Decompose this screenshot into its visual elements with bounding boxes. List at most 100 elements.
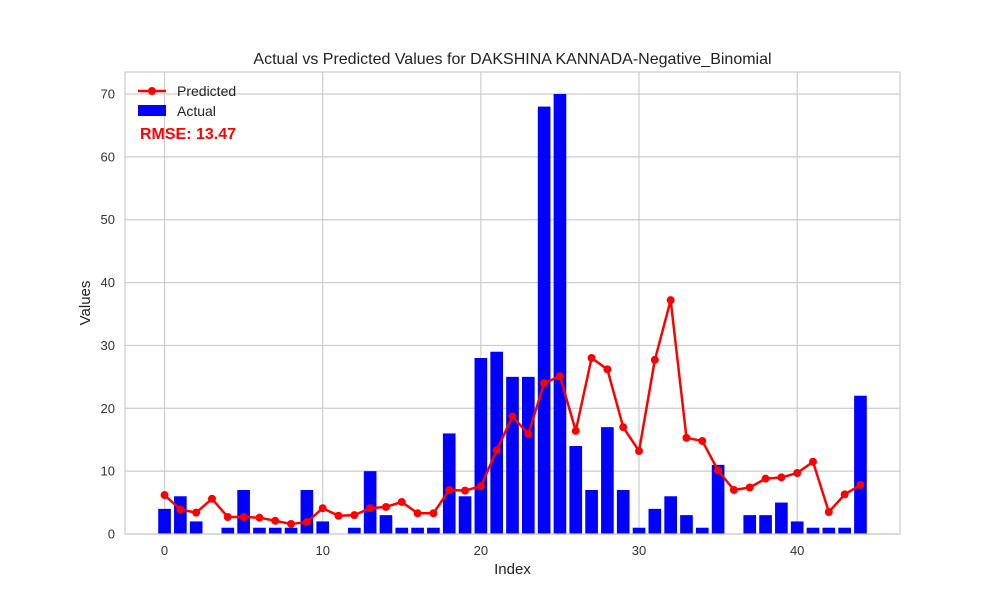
predicted-point xyxy=(824,508,833,516)
predicted-point xyxy=(524,430,533,439)
predicted-point xyxy=(745,483,754,492)
predicted-point xyxy=(729,486,738,494)
predicted-point xyxy=(698,436,707,445)
actual-bar xyxy=(363,471,377,534)
actual-bar xyxy=(695,527,709,534)
legend: Predicted Actual xyxy=(138,83,236,119)
predicted-point xyxy=(223,513,232,522)
actual-bar xyxy=(300,490,314,534)
predicted-point xyxy=(366,504,375,513)
chart-title: Actual vs Predicted Values for DAKSHINA … xyxy=(253,51,771,68)
actual-bar xyxy=(458,496,472,534)
actual-bar xyxy=(189,521,203,534)
predicted-line xyxy=(160,296,865,528)
predicted-point xyxy=(571,426,580,435)
predicted-point xyxy=(429,509,438,518)
predicted-point xyxy=(540,379,549,388)
predicted-point xyxy=(492,446,501,455)
predicted-point xyxy=(334,511,343,520)
actual-bar xyxy=(664,496,677,534)
x-tick-label: 40 xyxy=(790,543,804,558)
x-tick-label: 0 xyxy=(161,543,168,558)
predicted-point xyxy=(318,504,327,513)
actual-bar xyxy=(648,508,662,534)
actual-bar xyxy=(822,527,836,534)
predicted-point xyxy=(255,513,264,522)
x-tick-label: 10 xyxy=(315,543,329,558)
predicted-point xyxy=(603,365,612,374)
predicted-point xyxy=(302,518,311,527)
actual-bar xyxy=(585,490,598,534)
actual-bar xyxy=(601,427,614,534)
predicted-point xyxy=(793,469,802,478)
y-tick-label: 40 xyxy=(101,275,115,290)
actual-bar xyxy=(838,527,851,534)
predicted-point xyxy=(587,354,596,362)
actual-bar xyxy=(490,351,504,534)
legend-predicted-label: Predicted xyxy=(177,83,236,99)
predicted-point xyxy=(809,457,818,466)
actual-bar xyxy=(759,515,772,534)
predicted-point xyxy=(761,474,770,483)
y-axis-ticks: 0 10 20 30 40 50 60 70 xyxy=(101,87,115,542)
actual-bar xyxy=(775,502,788,534)
predicted-point xyxy=(777,473,786,482)
predicted-point xyxy=(207,494,216,503)
actual-bar xyxy=(743,515,757,534)
x-axis-label: Index xyxy=(494,561,531,578)
predicted-point xyxy=(160,491,169,500)
predicted-point xyxy=(461,486,470,495)
actual-bar xyxy=(284,527,298,534)
predicted-point xyxy=(397,497,406,506)
actual-bar xyxy=(569,446,583,534)
actual-bar xyxy=(348,527,361,534)
predicted-point xyxy=(682,433,691,442)
actual-bar xyxy=(395,527,409,534)
actual-bar xyxy=(711,464,725,534)
predicted-point xyxy=(271,516,280,525)
rmse-annotation: RMSE: 13.47 xyxy=(140,126,236,143)
y-axis-label: Values xyxy=(77,281,94,326)
predicted-point xyxy=(840,490,849,499)
predicted-point xyxy=(413,509,422,518)
y-tick-label: 0 xyxy=(108,527,115,542)
predicted-point xyxy=(619,423,628,432)
x-tick-label: 30 xyxy=(632,543,646,558)
grid-lines xyxy=(125,72,900,535)
actual-bar xyxy=(806,527,820,534)
x-axis-ticks: 0 10 20 30 40 xyxy=(161,543,805,558)
actual-bar xyxy=(553,94,567,534)
predicted-point xyxy=(445,486,454,494)
actual-bar xyxy=(411,527,424,534)
predicted-point xyxy=(714,466,723,475)
actual-bar xyxy=(174,496,187,534)
legend-actual-label: Actual xyxy=(177,103,216,119)
actual-bar xyxy=(790,521,804,534)
actual-bar xyxy=(316,521,330,534)
actual-bar xyxy=(221,527,235,534)
actual-bar xyxy=(632,527,646,534)
predicted-point xyxy=(650,355,659,364)
actual-bar xyxy=(616,490,630,534)
predicted-point xyxy=(381,502,390,511)
actual-bar xyxy=(537,106,551,535)
y-tick-label: 20 xyxy=(101,401,115,416)
predicted-point xyxy=(287,519,296,528)
plot-frame xyxy=(124,71,901,535)
y-tick-label: 70 xyxy=(101,87,115,102)
actual-bars xyxy=(158,94,867,535)
predicted-point xyxy=(350,511,359,520)
legend-actual-swatch-icon xyxy=(138,105,166,116)
actual-bar xyxy=(442,433,456,534)
actual-bar xyxy=(854,395,867,534)
y-tick-label: 10 xyxy=(101,464,115,479)
predicted-point xyxy=(856,480,865,489)
predicted-point xyxy=(508,412,517,421)
legend-predicted-marker-icon xyxy=(148,87,156,95)
predicted-point xyxy=(176,505,185,514)
actual-bar xyxy=(506,376,519,534)
actual-bar xyxy=(680,515,693,534)
actual-bar xyxy=(158,508,171,534)
actual-bar xyxy=(253,527,266,534)
predicted-point xyxy=(555,372,564,381)
